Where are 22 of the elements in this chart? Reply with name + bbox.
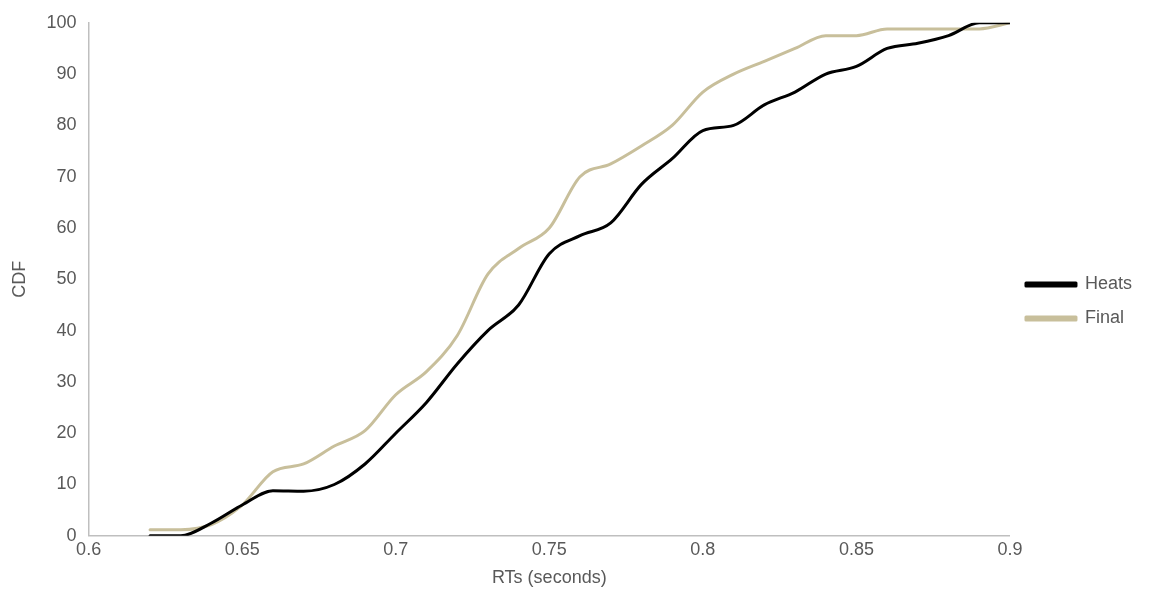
legend-label: Final: [1084, 307, 1124, 328]
legend-label: Heats: [1084, 273, 1133, 294]
y-tick-label: 70: [56, 165, 77, 186]
y-tick-label: 60: [56, 216, 77, 237]
x-tick-label: 0.75: [531, 538, 567, 559]
y-tick-label: 0: [66, 524, 77, 545]
y-tick-label: 90: [56, 63, 77, 84]
x-tick-label: 0.85: [838, 538, 874, 559]
y-tick-label: 50: [56, 268, 77, 289]
y-axis-title: CDF: [8, 260, 29, 298]
x-axis-title: RTs (seconds): [491, 567, 607, 588]
x-tick-label: 0.7: [383, 538, 409, 559]
x-tick-label: 0.65: [224, 538, 260, 559]
y-tick-label: 20: [56, 422, 77, 443]
y-tick-label: 100: [46, 11, 77, 32]
y-tick-label: 80: [56, 114, 77, 135]
y-tick-label: 30: [56, 370, 77, 391]
x-tick-label: 0.8: [690, 538, 716, 559]
x-tick-label: 0.9: [997, 538, 1023, 559]
x-tick-label: 0.6: [76, 538, 102, 559]
y-tick-label: 10: [56, 473, 77, 494]
y-tick-label: 40: [56, 319, 77, 340]
